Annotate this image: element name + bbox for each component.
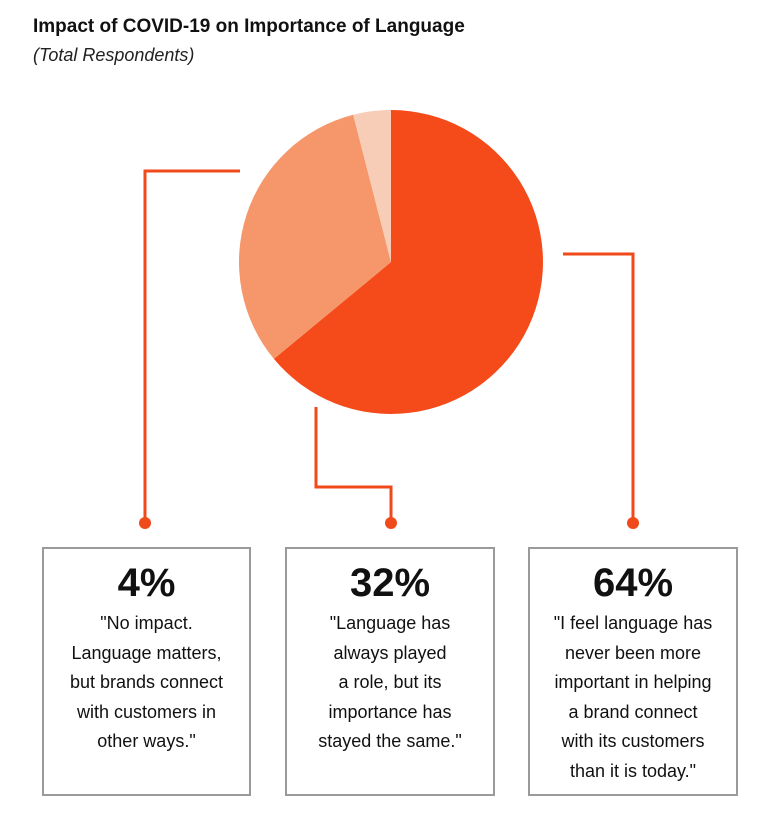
chart-title: Impact of COVID-19 on Importance of Lang…	[33, 16, 465, 37]
callout-card-more-important: 64% "I feel language has never been more…	[528, 547, 738, 796]
slice-same-importance	[239, 114, 391, 359]
connector-no-impact	[143, 169, 240, 523]
slice-label-no-impact: 4%	[117, 561, 176, 605]
slice-no-impact	[353, 110, 391, 262]
slice-label-same-importance: 32%	[349, 561, 431, 605]
connector-same-importance-dot	[385, 517, 397, 529]
connector-more-important-dot	[627, 517, 639, 529]
callout-card-no-impact: 4% "No impact. Language matters, but bra…	[42, 547, 251, 796]
quote-same-importance: "Language has always played a role, but …	[318, 613, 462, 751]
quote-more-important: "I feel language has never been more imp…	[553, 613, 713, 781]
quote-no-impact: "No impact. Language matters, but brands…	[69, 613, 224, 751]
callout-card-same-importance: 32% "Language has always played a role, …	[285, 547, 495, 796]
connector-more-important	[563, 252, 635, 523]
slice-more-important	[273, 110, 543, 414]
connector-no-impact-dot	[139, 517, 151, 529]
connector-same-importance	[314, 407, 393, 523]
slice-label-more-important: 64%	[592, 561, 674, 605]
chart-subtitle: (Total Respondents)	[33, 45, 195, 65]
